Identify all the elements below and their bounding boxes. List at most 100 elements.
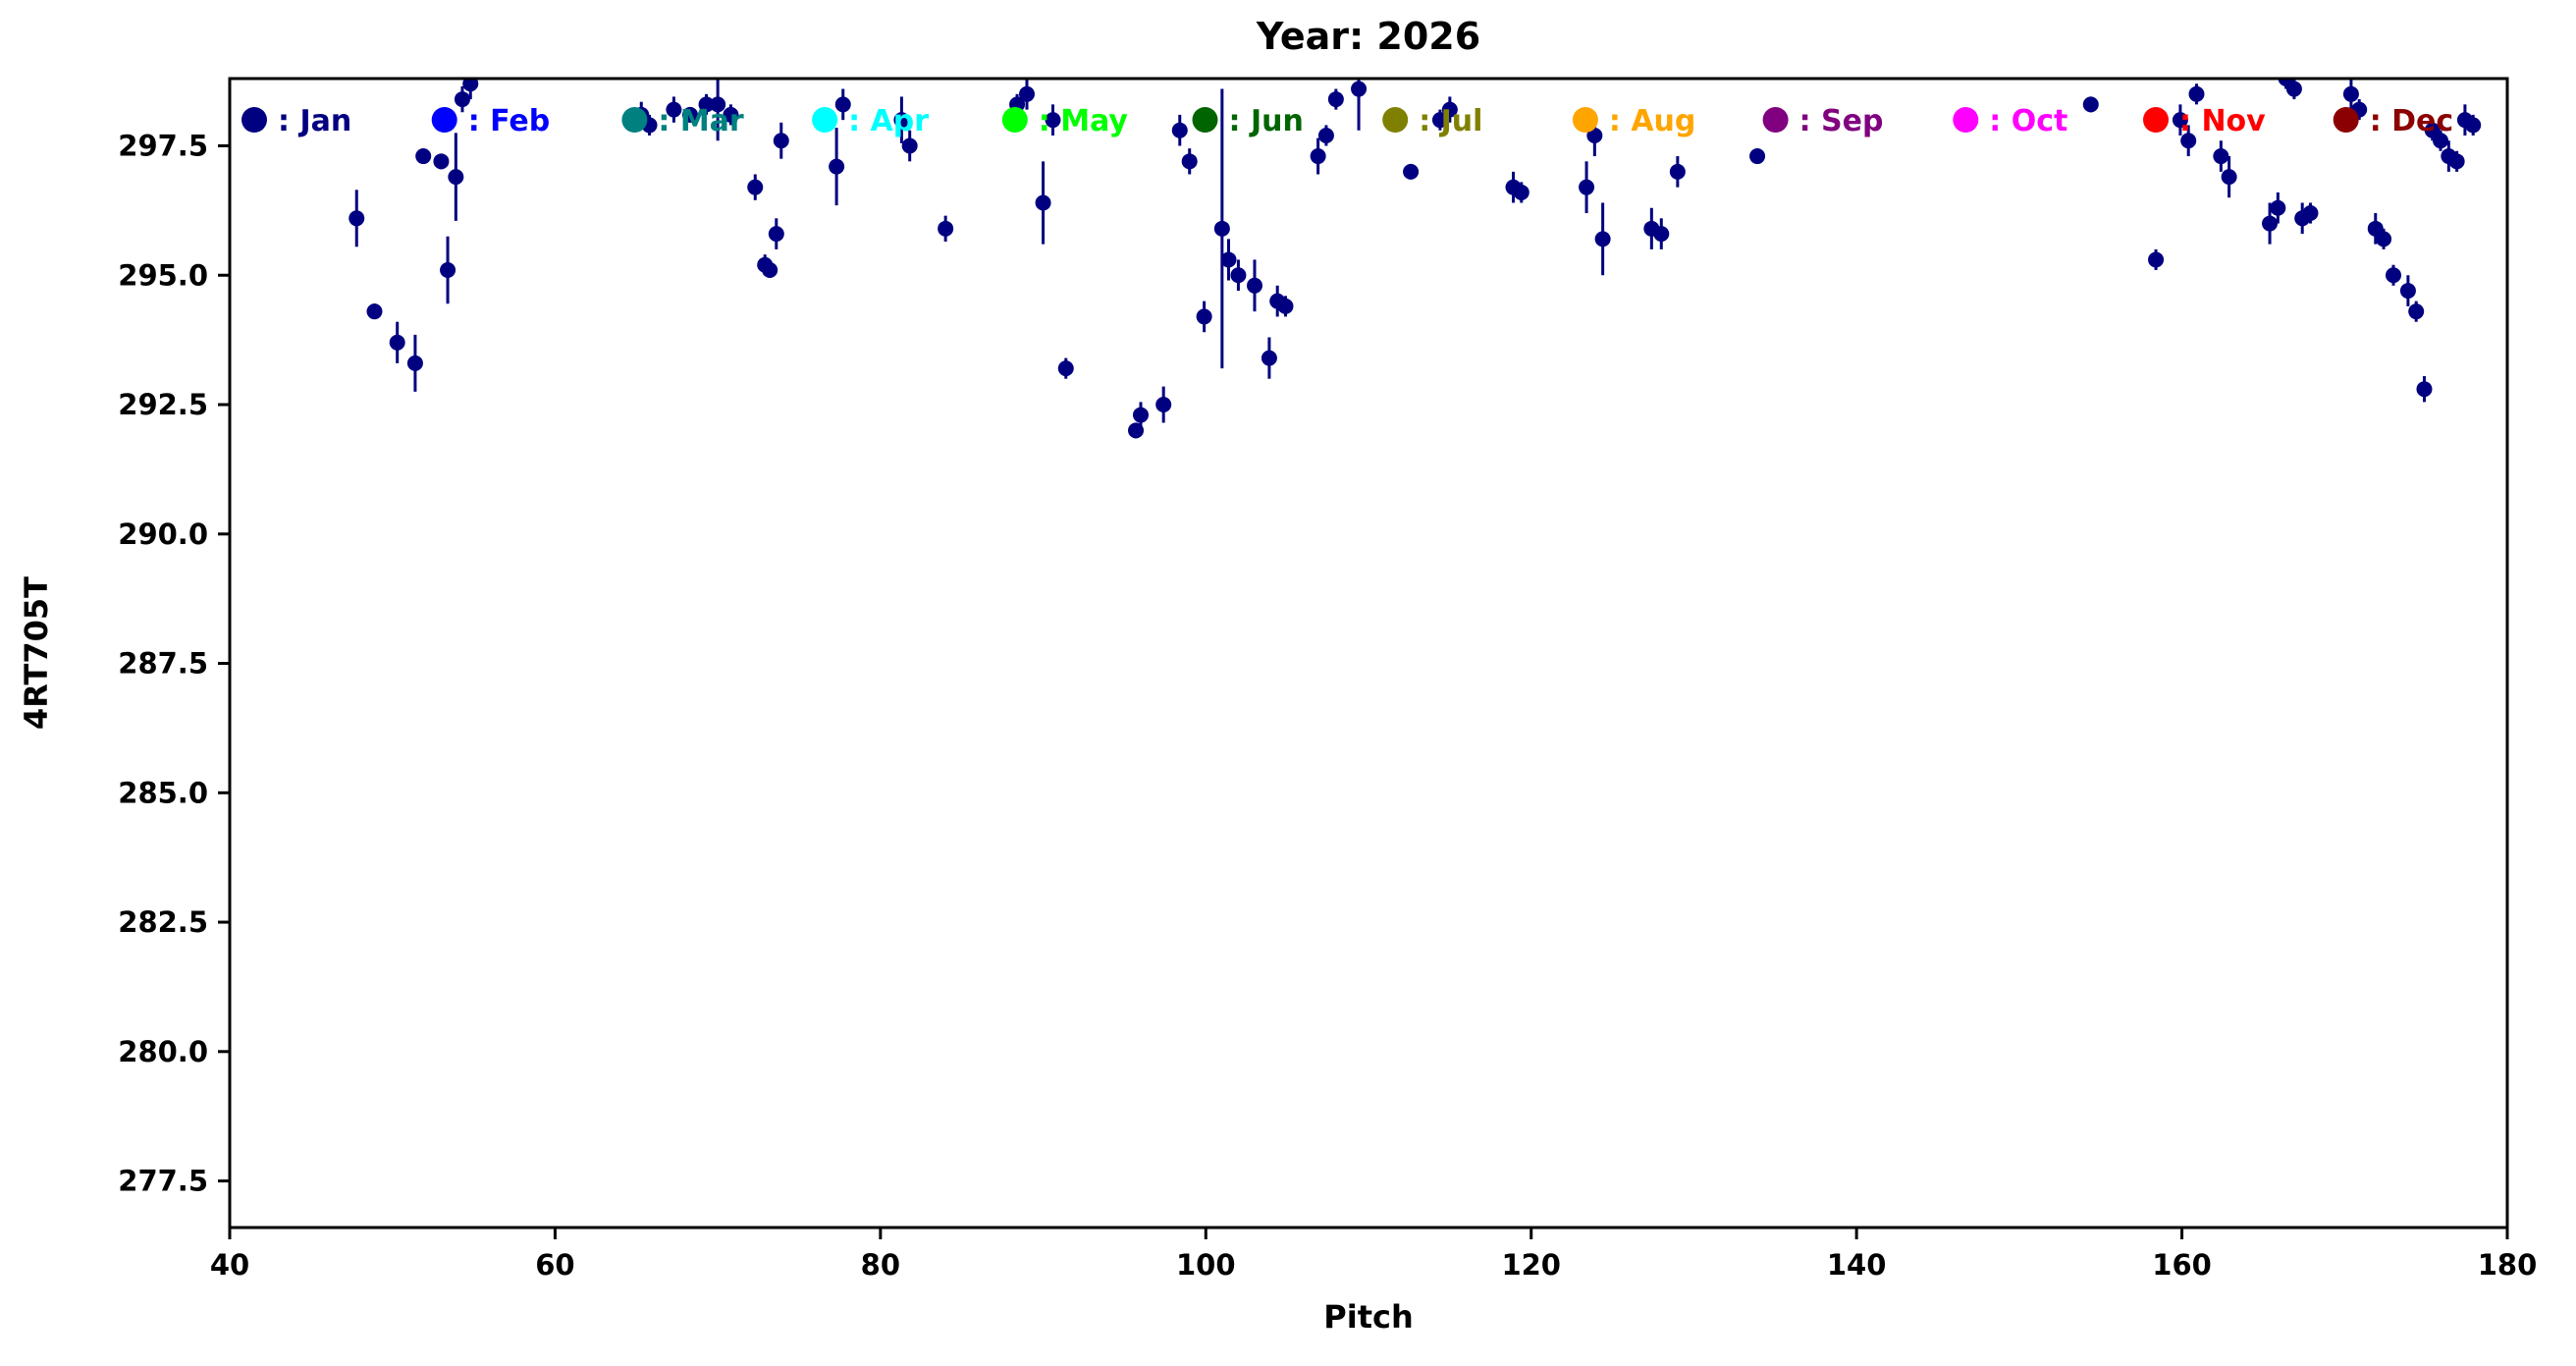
data-point xyxy=(710,96,726,113)
data-point xyxy=(440,262,456,278)
legend-swatch-icon xyxy=(1762,107,1789,133)
legend-label: : Apr xyxy=(848,104,929,138)
legend-swatch-icon xyxy=(2333,107,2359,133)
data-point xyxy=(1441,101,1458,118)
data-point xyxy=(834,96,851,113)
plot-area xyxy=(230,79,2507,1228)
data-point xyxy=(723,106,739,123)
y-axis-label: 4RT705T xyxy=(18,576,55,730)
data-point xyxy=(1403,163,1420,180)
data-point xyxy=(2433,133,2449,149)
legend-swatch-icon xyxy=(812,107,838,133)
data-point xyxy=(747,179,764,195)
y-tick-label: 295.0 xyxy=(118,258,208,292)
x-tick-label: 40 xyxy=(210,1248,249,1282)
x-tick-label: 180 xyxy=(2478,1248,2538,1282)
data-point xyxy=(2342,85,2359,102)
legend: : Jan: Feb: Mar: Apr: May: Jun: Jul: Aug… xyxy=(242,104,2453,138)
data-point xyxy=(901,137,918,154)
y-tick-label: 280.0 xyxy=(118,1035,208,1068)
data-point xyxy=(1035,194,1051,211)
data-point xyxy=(1513,184,1530,200)
data-point xyxy=(366,303,383,320)
legend-swatch-icon xyxy=(1572,107,1598,133)
data-point xyxy=(2172,112,2188,129)
x-tick-label: 140 xyxy=(1827,1248,1887,1282)
data-point xyxy=(681,106,698,123)
data-point xyxy=(1247,277,1262,294)
legend-swatch-icon xyxy=(242,107,267,133)
legend-label: : Nov xyxy=(2179,104,2266,138)
data-point xyxy=(1310,148,1326,165)
data-point xyxy=(1057,360,1074,377)
data-point xyxy=(2262,215,2279,232)
legend-label: : Sep xyxy=(1799,104,1884,138)
data-point xyxy=(829,158,845,175)
data-point xyxy=(2386,267,2401,284)
legend-label: : Jun xyxy=(1229,104,1304,138)
data-point xyxy=(666,101,682,118)
data-points-layer xyxy=(349,79,2482,439)
legend-label: : Jul xyxy=(1419,104,1482,138)
legend-swatch-icon xyxy=(431,107,457,133)
data-point xyxy=(2285,81,2302,97)
data-point xyxy=(349,210,365,227)
data-point xyxy=(768,226,784,243)
x-tick-label: 100 xyxy=(1176,1248,1236,1282)
legend-swatch-icon xyxy=(2143,107,2169,133)
data-point xyxy=(698,96,715,113)
legend-swatch-icon xyxy=(1001,107,1028,133)
legend-swatch-icon xyxy=(1192,107,1218,133)
data-point xyxy=(1317,127,1334,143)
data-point xyxy=(1230,267,1247,284)
data-point xyxy=(2148,251,2165,268)
data-point xyxy=(2270,199,2286,216)
data-point xyxy=(773,133,789,149)
data-point xyxy=(2448,153,2465,170)
data-point xyxy=(462,79,479,92)
data-point xyxy=(1579,179,1595,195)
axis-ticks-layer: 40 60 80 100 120 140 160 180 277.5 280.0 282.5 285.… xyxy=(118,130,2537,1282)
legend-label: : Jan xyxy=(278,104,351,138)
y-tick-label: 292.5 xyxy=(118,388,208,421)
y-tick-label: 297.5 xyxy=(118,130,208,163)
data-point xyxy=(1351,81,1368,97)
y-tick-label: 277.5 xyxy=(118,1165,208,1198)
x-axis-label: Pitch xyxy=(1323,1298,1413,1336)
data-point xyxy=(2416,381,2433,398)
data-point xyxy=(448,169,464,186)
data-point xyxy=(938,220,954,237)
data-point xyxy=(1045,112,1061,129)
data-point xyxy=(1327,91,1344,108)
data-point xyxy=(1220,251,1237,268)
legend-label: : May xyxy=(1039,104,1129,138)
data-point xyxy=(2221,169,2237,186)
data-point xyxy=(1586,127,1603,143)
legend-label: : Dec xyxy=(2370,104,2453,138)
data-point xyxy=(893,112,910,129)
data-point xyxy=(1181,153,1198,170)
data-point xyxy=(2408,303,2425,320)
data-point xyxy=(433,153,450,170)
data-point xyxy=(1155,397,1172,413)
data-point xyxy=(1133,407,1149,423)
x-tick-label: 120 xyxy=(1501,1248,1561,1282)
data-point xyxy=(1431,112,1448,129)
legend-label: : Aug xyxy=(1609,104,1696,138)
data-point xyxy=(1213,220,1230,237)
x-tick-label: 80 xyxy=(861,1248,900,1282)
data-point xyxy=(1669,163,1686,180)
chart-title: Year: 2026 xyxy=(1256,15,1480,58)
legend-label: : Feb xyxy=(468,104,551,138)
data-point xyxy=(1171,122,1188,138)
data-point xyxy=(1277,298,1294,314)
legend-swatch-icon xyxy=(621,107,648,133)
y-tick-label: 285.0 xyxy=(118,776,208,809)
data-point xyxy=(2082,96,2099,113)
data-point xyxy=(2465,117,2482,134)
legend-swatch-icon xyxy=(1382,107,1409,133)
data-point xyxy=(1019,85,1035,102)
y-tick-label: 287.5 xyxy=(118,647,208,681)
data-point xyxy=(1261,350,1277,366)
